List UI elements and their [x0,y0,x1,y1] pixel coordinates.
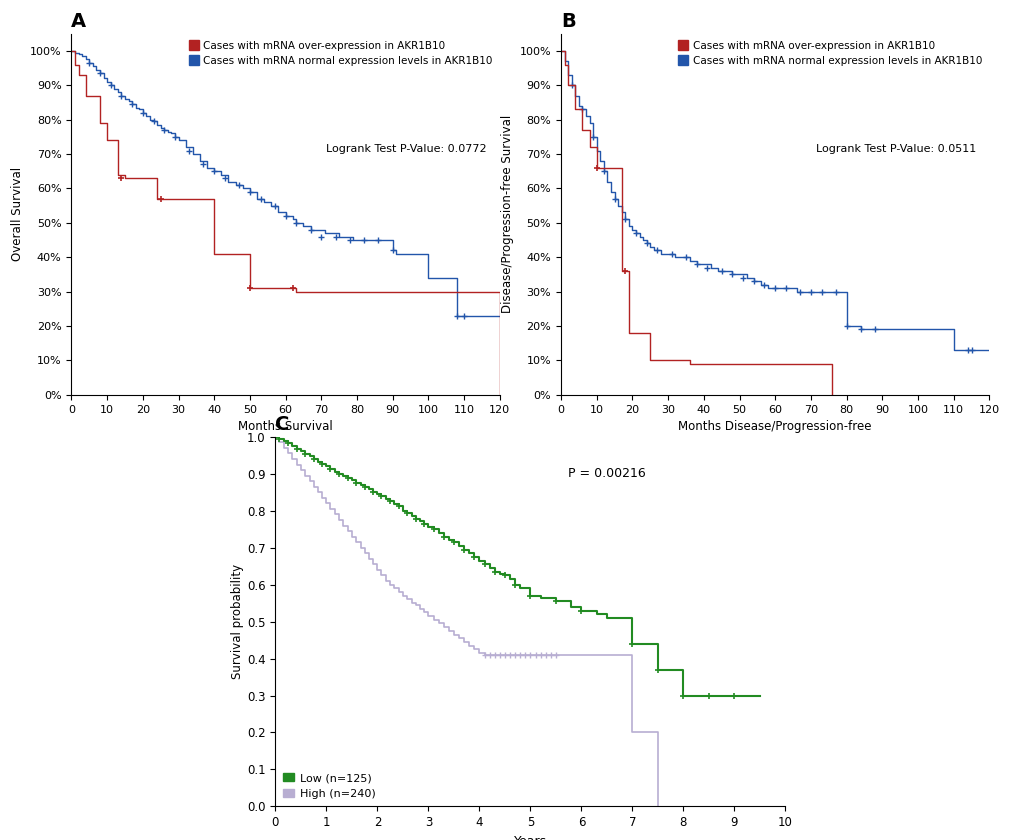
Y-axis label: Disease/Progression-free Survival: Disease/Progression-free Survival [500,115,514,313]
Text: Logrank Test P-Value: 0.0772: Logrank Test P-Value: 0.0772 [326,144,486,155]
Y-axis label: Overall Survival: Overall Survival [11,167,24,261]
X-axis label: Months Survival: Months Survival [238,420,332,433]
Text: A: A [71,12,87,30]
Y-axis label: Survival probability: Survival probability [231,564,244,680]
Text: Logrank Test P-Value: 0.0511: Logrank Test P-Value: 0.0511 [815,144,975,155]
Text: P = 0.00216: P = 0.00216 [568,467,645,480]
X-axis label: Years: Years [514,835,546,840]
Text: B: B [560,12,575,30]
Legend: Cases with mRNA over-expression in AKR1B10, Cases with mRNA normal expression le: Cases with mRNA over-expression in AKR1B… [185,37,496,71]
X-axis label: Months Disease/Progression-free: Months Disease/Progression-free [678,420,871,433]
Legend: Cases with mRNA over-expression in AKR1B10, Cases with mRNA normal expression le: Cases with mRNA over-expression in AKR1B… [675,37,985,71]
Text: C: C [275,415,289,433]
Legend: Low (n=125), High (n=240): Low (n=125), High (n=240) [278,769,380,803]
